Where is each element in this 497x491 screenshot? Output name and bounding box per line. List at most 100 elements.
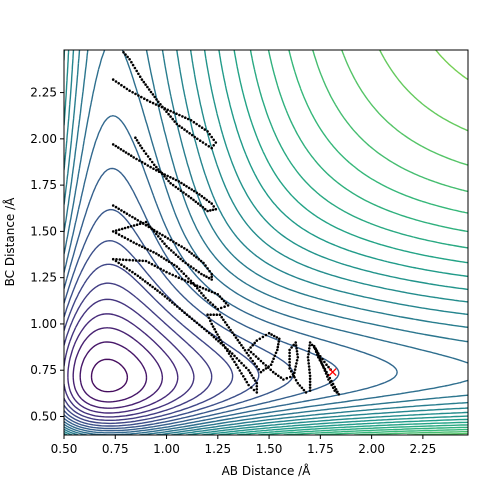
- trajectory-point: [135, 139, 139, 142]
- trajectory: [111, 51, 341, 396]
- trajectory-point: [182, 272, 186, 276]
- trajectory-point: [194, 269, 198, 272]
- trajectory-point: [118, 258, 122, 261]
- trajectory-point: [200, 272, 203, 276]
- y-tick-label: 1.75: [30, 178, 57, 192]
- trajectory-point: [261, 335, 265, 339]
- trajectory-point: [230, 352, 234, 355]
- trajectory-point: [114, 144, 118, 148]
- trajectory-point: [333, 385, 337, 389]
- trajectory-point: [255, 385, 259, 388]
- trajectory-point: [310, 343, 314, 347]
- trajectory-point: [307, 362, 311, 365]
- trajectory-point: [159, 267, 162, 271]
- trajectory-point: [171, 301, 174, 304]
- trajectory-point: [146, 248, 150, 251]
- trajectory-point: [166, 297, 169, 300]
- trajectory-point: [255, 339, 259, 342]
- trajectory-point: [180, 270, 183, 273]
- trajectory-point: [158, 232, 161, 235]
- trajectory-point: [214, 330, 218, 334]
- trajectory-point: [196, 137, 199, 141]
- trajectory-point: [273, 354, 277, 358]
- trajectory-point: [203, 196, 206, 200]
- contour-level: [90, 358, 129, 393]
- trajectory-point: [177, 255, 180, 259]
- trajectory-point: [120, 263, 123, 267]
- x-axis-ticks: 0.50 0.75 1.00 1.25 1.50 1.75 2.00 2.25: [51, 435, 436, 456]
- trajectory-point: [131, 63, 135, 67]
- trajectory-point: [155, 169, 158, 172]
- trajectory-point: [233, 360, 236, 364]
- trajectory-point: [231, 331, 234, 334]
- trajectory-point: [180, 277, 184, 281]
- trajectory-point: [257, 357, 260, 361]
- trajectory-point: [258, 337, 262, 341]
- contour-level: [64, 50, 468, 435]
- trajectory-point: [185, 185, 188, 188]
- trajectory-point: [279, 376, 283, 379]
- x-tick-label: 0.50: [51, 442, 78, 456]
- trajectory-point: [189, 119, 193, 122]
- trajectory-point: [165, 244, 168, 248]
- trajectory-point: [293, 376, 296, 379]
- trajectory-point: [259, 359, 263, 363]
- trajectory-point: [171, 183, 175, 187]
- contour-level: [64, 50, 468, 435]
- trajectory-point: [167, 260, 171, 264]
- trajectory-point: [276, 345, 280, 349]
- trajectory-point: [169, 182, 172, 185]
- trajectory-point: [117, 82, 120, 85]
- contour-level: [341, 50, 468, 435]
- trajectory-point: [137, 72, 140, 76]
- contour-level: [218, 50, 468, 435]
- contour-level: [233, 50, 468, 435]
- trajectory-point: [264, 367, 268, 370]
- trajectory-point: [149, 249, 152, 253]
- trajectory-point: [270, 333, 273, 336]
- x-tick-label: 0.75: [102, 442, 129, 456]
- trajectory-point: [225, 323, 229, 327]
- trajectory-point: [190, 252, 193, 255]
- trajectory-point: [277, 340, 281, 343]
- trajectory-point: [174, 253, 178, 256]
- trajectory-point: [192, 120, 196, 124]
- end-marker: [328, 368, 337, 377]
- trajectory-point: [111, 204, 115, 207]
- trajectory-point: [220, 297, 224, 301]
- trajectory-point: [184, 261, 187, 265]
- trajectory-point: [183, 311, 186, 315]
- trajectory-point: [275, 336, 279, 339]
- trajectory-point: [317, 356, 320, 359]
- trajectory-point: [157, 253, 161, 257]
- trajectory-point: [173, 303, 176, 306]
- trajectory-point: [146, 281, 149, 285]
- trajectory-point: [223, 305, 226, 309]
- trajectory-point: [138, 259, 141, 262]
- trajectory-point: [192, 189, 196, 193]
- trajectory-point: [249, 346, 252, 349]
- trajectory-point: [177, 243, 181, 247]
- trajectory-point: [292, 343, 296, 347]
- contour-lines: [64, 50, 468, 435]
- trajectory-point: [162, 257, 166, 260]
- trajectory-point: [146, 85, 149, 89]
- trajectory-point: [171, 117, 174, 121]
- contour-level: [64, 298, 195, 418]
- trajectory-point: [233, 354, 236, 358]
- trajectory-point: [296, 353, 299, 356]
- trajectory-point: [277, 374, 280, 378]
- trajectory-point: [136, 274, 140, 278]
- trajectory-point: [189, 196, 193, 200]
- y-tick-label: 1.00: [30, 317, 57, 331]
- trajectory-point: [220, 341, 224, 344]
- trajectory-point: [308, 383, 312, 387]
- trajectory-point: [153, 287, 157, 291]
- trajectory-point: [185, 130, 189, 133]
- trajectory-point: [183, 247, 186, 250]
- contour-level: [79, 341, 148, 403]
- trajectory-point: [192, 198, 195, 202]
- trajectory-point: [147, 261, 151, 264]
- trajectory-point: [210, 333, 213, 337]
- trajectory-point: [183, 128, 186, 131]
